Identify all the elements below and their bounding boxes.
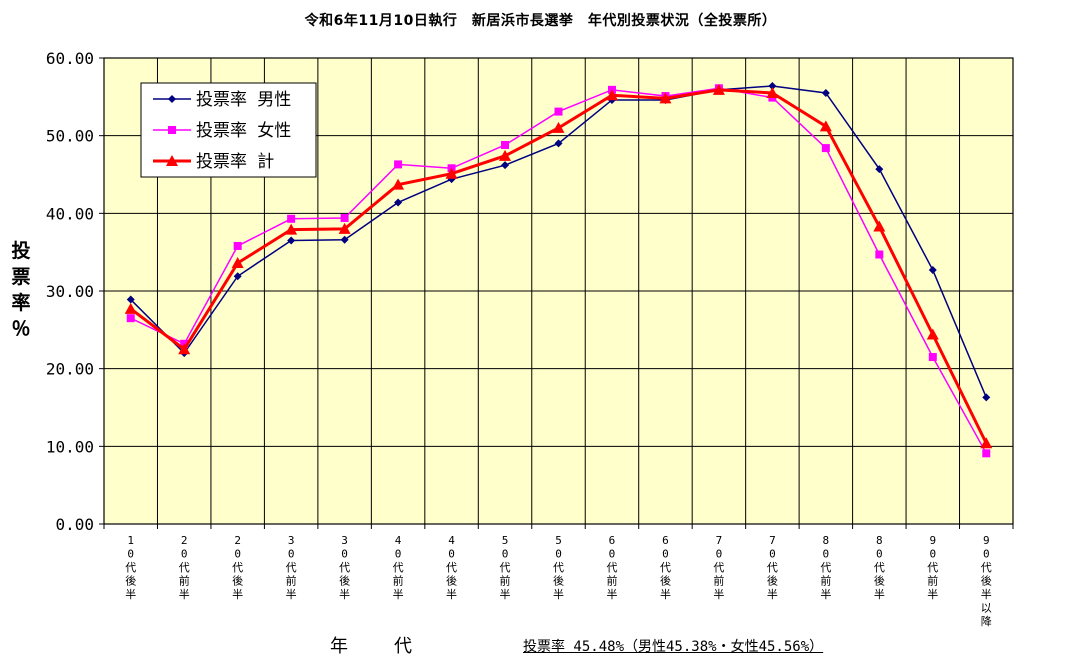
data-point-square: [340, 213, 349, 222]
data-point-diamond: [821, 88, 830, 97]
data-point-triangle: [178, 343, 191, 355]
data-point-square: [554, 107, 563, 116]
turnout-summary: 投票率 45.48%（男性45.38%・女性45.56%）: [523, 639, 824, 655]
y-tick-label: 50.00: [46, 127, 94, 146]
x-tick-label: 5 0 代後半: [553, 534, 564, 601]
y-tick-label: 10.00: [46, 437, 94, 456]
x-tick-label: 1 0 代後半: [125, 534, 136, 601]
x-tick-label: 2 0 代後半: [232, 534, 243, 601]
data-point-triangle: [659, 92, 672, 104]
y-tick-label: 30.00: [46, 282, 94, 301]
chart-title: 令和6年11月10日執行 新居浜市長選挙 年代別投票状況（全投票所）: [304, 13, 777, 29]
data-point-triangle: [980, 437, 993, 449]
data-point-triangle: [338, 222, 351, 234]
data-point-square: [126, 314, 135, 323]
data-point-triangle: [712, 83, 725, 95]
x-axis-label: 年 代: [330, 636, 426, 657]
y-axis-label: 投票率 ％: [8, 238, 34, 342]
legend-label: 投票率 女性: [196, 121, 291, 141]
data-point-diamond: [233, 272, 242, 281]
data-point-triangle: [819, 120, 832, 132]
data-point-diamond: [768, 81, 777, 90]
x-tick-label: 2 0 代前半: [179, 534, 190, 601]
data-point-square: [875, 250, 884, 259]
y-axis-label-char: 投: [11, 240, 31, 262]
x-tick-label: 6 0 代前半: [606, 534, 617, 601]
plot-border: [103, 57, 1014, 525]
x-tick-label: 6 0 代後半: [660, 534, 671, 601]
data-point-square: [821, 144, 830, 153]
data-point-triangle: [605, 89, 618, 101]
x-tick-label: 7 0 代後半: [767, 534, 778, 601]
data-point-triangle: [392, 178, 405, 190]
data-point-diamond: [287, 236, 296, 245]
x-tick-label: 7 0 代前半: [713, 534, 724, 601]
data-point-triangle: [231, 257, 244, 269]
y-axis-label-char: 票: [11, 266, 31, 288]
data-point-triangle: [166, 155, 178, 166]
data-point-diamond: [501, 161, 510, 170]
y-tick-label: 0.00: [55, 515, 94, 534]
legend-label: 投票率 計: [196, 152, 274, 172]
y-tick-label: 40.00: [46, 204, 94, 223]
data-point-square: [394, 160, 403, 169]
x-tick-label: 9 0 代前半: [927, 534, 938, 601]
data-point-triangle: [552, 121, 565, 133]
data-point-diamond: [982, 393, 991, 402]
data-point-square: [928, 353, 937, 362]
data-point-triangle: [124, 302, 137, 314]
x-tick-label: 9 0 代後半以降: [981, 534, 992, 628]
data-point-square: [501, 140, 510, 149]
x-tick-label: 3 0 代後半: [339, 534, 350, 601]
x-tick-label: 3 0 代前半: [286, 534, 297, 601]
data-point-diamond: [875, 165, 884, 174]
x-tick-label: 8 0 代後半: [874, 534, 885, 601]
data-point-triangle: [873, 220, 886, 232]
data-point-diamond: [928, 266, 937, 275]
x-tick-label: 4 0 代前半: [393, 534, 404, 601]
x-tick-label: 5 0 代前半: [500, 534, 511, 601]
y-tick-label: 60.00: [46, 49, 94, 68]
y-tick-label: 20.00: [46, 360, 94, 379]
data-point-triangle: [285, 223, 298, 235]
data-point-diamond: [554, 139, 563, 148]
data-point-square: [233, 241, 242, 250]
data-point-diamond: [126, 295, 135, 304]
data-point-triangle: [766, 86, 779, 98]
data-point-triangle: [926, 328, 939, 340]
data-point-triangle: [499, 149, 512, 161]
data-point-triangle: [445, 167, 458, 179]
y-axis-label-char: 率: [11, 292, 31, 314]
legend-label: 投票率 男性: [196, 90, 291, 110]
data-point-diamond: [340, 235, 349, 244]
data-point-diamond: [168, 95, 176, 103]
data-point-square: [287, 214, 296, 223]
data-point-diamond: [394, 198, 403, 207]
data-point-square: [168, 126, 176, 134]
data-point-square: [982, 449, 991, 458]
x-tick-label: 4 0 代後半: [446, 534, 457, 601]
x-tick-label: 8 0 代前半: [820, 534, 831, 601]
y-axis-label-char: ％: [11, 318, 31, 340]
